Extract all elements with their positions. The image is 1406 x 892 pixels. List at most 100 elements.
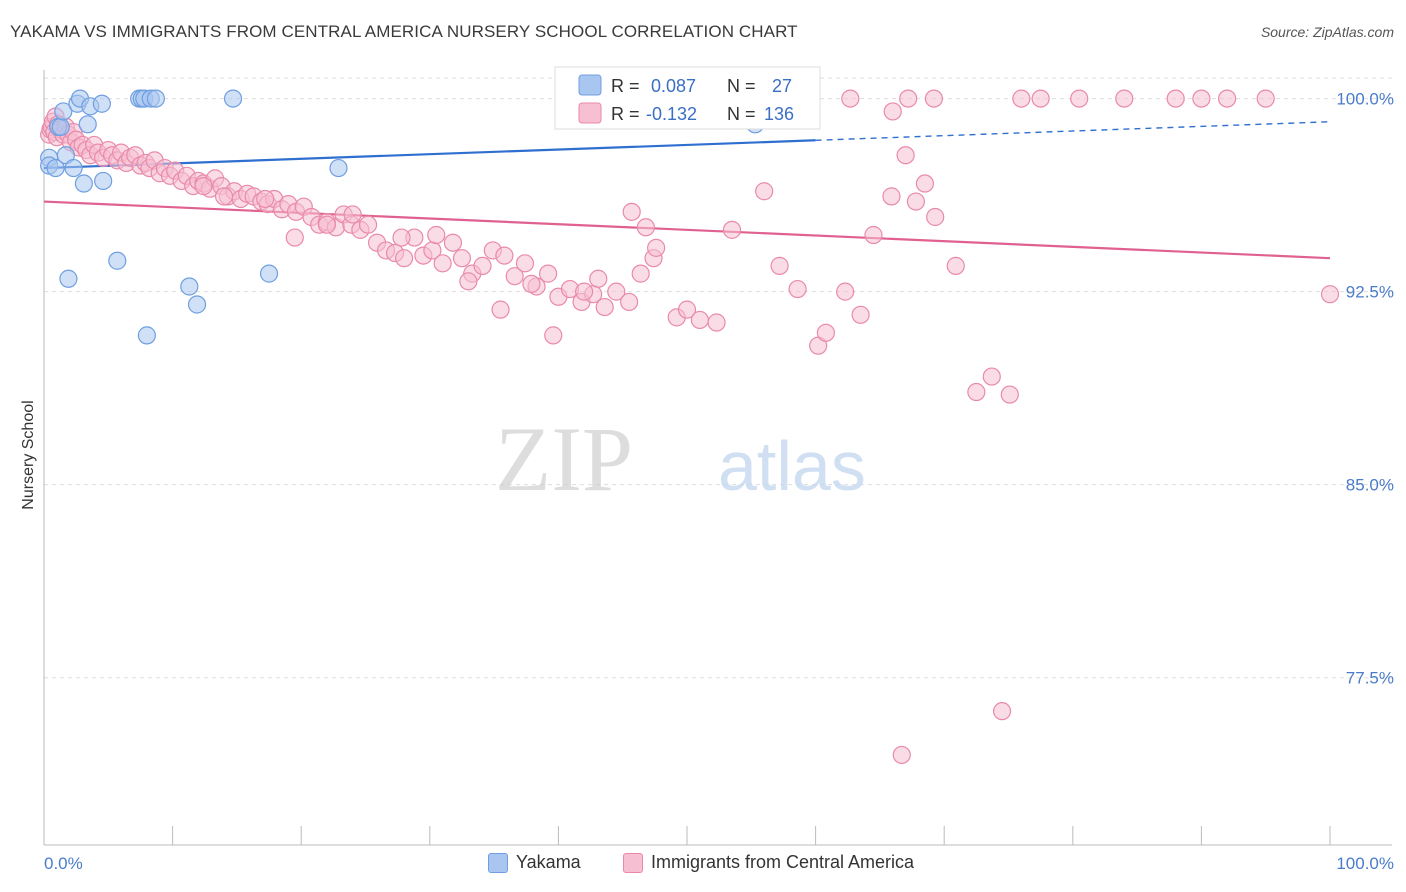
immigrants-point-72 [433,254,452,273]
immigrants-point-122 [882,187,901,206]
immigrants-point-114 [755,182,774,201]
bottom-legend-label-immigrants: Immigrants from Central America [651,852,915,872]
immigrants-point-130 [896,146,915,165]
immigrants-point-125 [926,207,945,227]
watermark-atlas: atlas [718,427,866,505]
immigrants-point-90 [631,264,650,283]
bottom-legend-yakama: Yakama [488,852,581,873]
immigrants-point-100 [459,272,478,291]
immigrants-point-113 [722,220,742,239]
yakama-point-22 [59,269,78,288]
immigrants-point-136 [1012,89,1031,108]
yakama-point-15 [108,251,127,270]
immigrants-point-97 [343,205,362,224]
legend-n-label-yakama: N = [727,76,756,96]
bottom-legend: Yakama Immigrants from Central America [0,852,1406,878]
immigrants-point-82 [539,264,558,283]
immigrants-point-94 [256,189,275,209]
immigrants-point-111 [690,310,709,330]
immigrants-point-92 [214,187,234,206]
bottom-legend-swatch-immigrants [623,852,643,873]
yakama-point-11 [78,115,97,134]
bottom-legend-immigrants: Immigrants from Central America [623,852,914,873]
immigrants-point-79 [505,267,524,286]
immigrants-point-137 [1031,89,1050,108]
immigrants-point-105 [589,269,608,288]
immigrants-point-127 [967,382,986,402]
immigrants-point-106 [622,202,641,221]
yakama-point-23 [180,277,199,296]
bottom-legend-label-yakama: Yakama [516,852,581,872]
yakama-point-26 [259,264,279,283]
immigrants-point-102 [522,274,541,294]
immigrants-point-98 [392,228,411,247]
chart-source: Source: ZipAtlas.com [1260,24,1394,40]
x-ticks [43,826,1331,845]
immigrants-point-108 [647,238,666,257]
yakama-point-10 [74,174,93,193]
series-immigrants-points [40,89,1340,765]
immigrants-point-89 [620,292,639,312]
immigrants-point-133 [841,89,860,108]
immigrants-point-129 [1000,385,1019,404]
immigrants-point-107 [636,218,655,237]
immigrants-point-80 [515,254,535,273]
immigrants-point-68 [394,249,414,268]
immigrants-point-93 [194,177,213,196]
chart-title: YAKAMA VS IMMIGRANTS FROM CENTRAL AMERIC… [10,22,798,41]
y-tick-label-0: 100.0% [1336,90,1394,109]
immigrants-point-104 [575,282,594,301]
yakama-point-24 [187,295,207,314]
legend-n-value-immigrants: 136 [764,104,794,124]
y-tick-label-1: 92.5% [1346,283,1394,302]
immigrants-point-101 [491,300,510,319]
immigrants-point-76 [473,256,492,275]
legend-swatch-immigrants [578,102,602,124]
legend: R = 0.087 N = 27 R = -0.132 N = 136 [554,66,821,130]
immigrants-point-128 [982,367,1001,386]
yakama-point-14 [94,171,113,191]
immigrants-point-118 [816,323,835,342]
immigrants-point-121 [864,225,883,245]
yakama-point-5 [54,102,73,121]
immigrants-point-116 [788,279,807,299]
yakama-point-27 [329,158,348,178]
yakama-point-20 [137,326,156,345]
yakama-point-21 [146,89,165,108]
gridlines [44,77,1392,679]
watermark-zip: ZIP [495,408,633,510]
immigrants-point-78 [495,246,514,265]
immigrants-point-96 [317,215,337,234]
immigrants-point-99 [427,225,446,245]
legend-r-label-immigrants: R = [611,104,640,124]
yakama-point-7 [64,158,83,178]
axes [43,70,1392,846]
immigrants-point-140 [1166,89,1185,108]
yakama-point-25 [223,89,243,108]
immigrants-point-146 [892,745,911,765]
x-tick-label-100: 100.0% [1336,854,1394,873]
immigrants-point-112 [707,313,726,332]
trend-line-yakama-extrapolated [815,121,1331,141]
y-axis-label: Nursery School [20,400,37,509]
immigrants-point-87 [595,297,614,317]
bottom-legend-swatch-yakama [488,852,508,873]
legend-swatch-yakama [578,74,602,96]
immigrants-point-126 [946,256,965,275]
y-tick-label-2: 85.0% [1346,476,1394,495]
yakama-point-13 [92,94,111,113]
immigrants-point-138 [1070,89,1089,108]
immigrants-point-73 [443,233,463,252]
x-tick-label-0: 0.0% [44,854,83,873]
immigrants-point-74 [452,249,472,268]
immigrants-point-119 [836,282,855,301]
legend-r-label-yakama: R = [611,76,640,96]
immigrants-point-115 [770,256,789,275]
legend-n-value-yakama: 27 [772,76,792,96]
immigrants-point-142 [1218,89,1237,108]
legend-r-value-yakama: 0.087 [651,76,696,96]
y-tick-labels: 100.0% 92.5% 85.0% 77.5% [1336,90,1394,688]
immigrants-point-123 [906,192,926,211]
immigrants-point-120 [851,305,870,324]
